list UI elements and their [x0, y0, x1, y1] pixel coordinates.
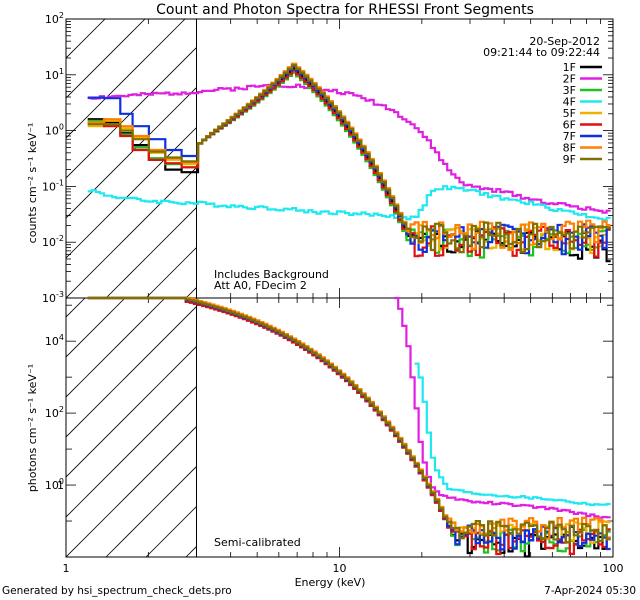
calibration-note: Semi-calibrated [214, 536, 301, 549]
x-tick-label: 1 [63, 562, 70, 575]
series-2F-photons [394, 296, 611, 519]
y-tick-label: 100 [45, 477, 64, 492]
legend-label-7F: 7F [563, 130, 576, 143]
photons-panel-frame [65, 297, 614, 558]
attenuator-note: Att A0, FDecim 2 [214, 279, 307, 292]
y-tick-label: 104 [45, 333, 64, 348]
series-lines [87, 62, 611, 558]
y-tick-label: 1 [57, 479, 64, 492]
series-4F-photons [414, 362, 611, 507]
series-7F-photons [87, 296, 611, 551]
y-tick-label: 100 [45, 123, 64, 138]
legend-label-1F: 1F [563, 61, 576, 74]
series-9F-counts [87, 64, 611, 254]
y-tick-label: 102 [45, 405, 64, 420]
series-9F-photons [87, 296, 611, 544]
chart-title: Count and Photon Spectra for RHESSI Fron… [156, 2, 534, 18]
legend-label-5F: 5F [563, 107, 576, 120]
footer-generator: Generated by hsi_spectrum_check_dets.pro [2, 585, 232, 597]
x-tick-label: 100 [603, 562, 624, 575]
date-label: 20-Sep-2012 [529, 35, 600, 48]
y-tick-label: 10-3 [42, 290, 64, 305]
series-3F-photons [87, 296, 611, 554]
y-tick-label: 101 [45, 67, 64, 82]
legend-label-8F: 8F [563, 142, 576, 155]
y-tick-label: 102 [45, 11, 64, 26]
legend-label-4F: 4F [563, 96, 576, 109]
background-note: Includes Background [214, 268, 329, 281]
time-range-label: 09:21:44 to 09:22:44 [483, 46, 600, 59]
series-2F-counts [87, 83, 611, 214]
x-tick-label: 10 [333, 562, 347, 575]
y-tick-label: 10-1 [42, 178, 64, 193]
counts-y-axis-label: counts cm⁻² s⁻¹ keV⁻¹ [26, 123, 39, 244]
hatched-region [66, 298, 197, 557]
legend-label-6F: 6F [563, 119, 576, 132]
series-8F-photons [87, 296, 611, 540]
y-tick-label: 10-2 [42, 234, 64, 249]
legend-label-3F: 3F [563, 84, 576, 97]
photons-y-axis-label: photons cm⁻² s⁻¹ keV⁻¹ [26, 364, 39, 492]
series-4F-counts [87, 185, 611, 222]
legend-label-9F: 9F [563, 153, 576, 166]
legend-label-2F: 2F [563, 73, 576, 86]
x-axis-label: Energy (keV) [295, 576, 366, 589]
footer-timestamp: 7-Apr-2024 05:30 [544, 585, 636, 597]
